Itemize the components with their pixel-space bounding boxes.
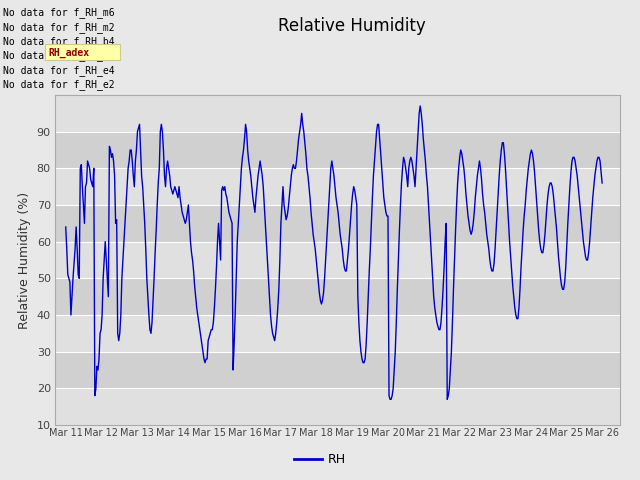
Text: No data for f_RH_b4: No data for f_RH_b4: [3, 36, 115, 47]
Text: No data for f_RH_e4: No data for f_RH_e4: [3, 65, 115, 76]
Bar: [55, 241, 620, 278]
Text: No data for f_RH_m2: No data for f_RH_m2: [3, 22, 115, 33]
Text: No data for f_RH_e2: No data for f_RH_e2: [3, 79, 115, 90]
Bar: [55, 95, 620, 132]
Bar: [55, 132, 620, 168]
Bar: [55, 315, 620, 352]
Bar: [55, 388, 620, 425]
Legend: RH: RH: [289, 448, 351, 471]
Bar: [55, 352, 620, 388]
Text: No data for f_RH_b2: No data for f_RH_b2: [3, 50, 115, 61]
Text: No data for f_RH_m6: No data for f_RH_m6: [3, 7, 115, 18]
Y-axis label: Relative Humidity (%): Relative Humidity (%): [18, 192, 31, 329]
Bar: [55, 205, 620, 241]
Bar: [55, 278, 620, 315]
Bar: [55, 168, 620, 205]
Text: Relative Humidity: Relative Humidity: [278, 17, 426, 35]
Text: RH_adex: RH_adex: [48, 48, 89, 58]
